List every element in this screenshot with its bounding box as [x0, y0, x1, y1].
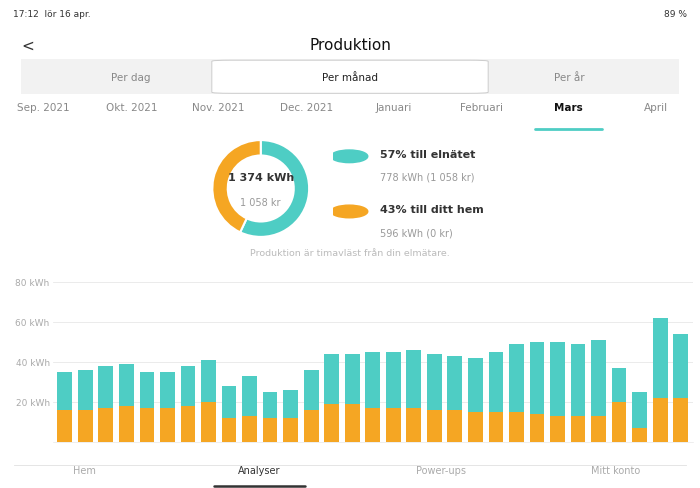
- Bar: [181, 366, 195, 406]
- Wedge shape: [212, 141, 260, 233]
- Bar: [407, 350, 421, 407]
- Bar: [407, 407, 421, 442]
- Text: Februari: Februari: [460, 103, 503, 113]
- Bar: [262, 418, 277, 442]
- Bar: [530, 414, 545, 442]
- Bar: [284, 418, 298, 442]
- Bar: [612, 368, 626, 402]
- Text: Per månad: Per månad: [322, 73, 378, 82]
- Bar: [592, 340, 606, 416]
- Text: Okt. 2021: Okt. 2021: [106, 103, 157, 113]
- Bar: [447, 356, 462, 410]
- Text: Sep. 2021: Sep. 2021: [18, 103, 70, 113]
- FancyBboxPatch shape: [212, 61, 488, 94]
- Bar: [365, 407, 380, 442]
- Circle shape: [331, 206, 368, 218]
- Bar: [262, 392, 277, 418]
- Text: 17:12  lör 16 apr.: 17:12 lör 16 apr.: [13, 10, 90, 19]
- Bar: [242, 416, 257, 442]
- Bar: [489, 412, 503, 442]
- Text: 57% till elnätet: 57% till elnätet: [379, 150, 475, 160]
- Bar: [386, 352, 400, 407]
- Bar: [612, 402, 626, 442]
- Bar: [201, 360, 216, 402]
- Bar: [673, 398, 688, 442]
- Bar: [57, 410, 72, 442]
- Bar: [673, 334, 688, 398]
- Text: Analyser: Analyser: [238, 466, 280, 475]
- Bar: [139, 407, 154, 442]
- Bar: [139, 372, 154, 407]
- Bar: [119, 364, 134, 406]
- Bar: [365, 352, 380, 407]
- Text: Mitt konto: Mitt konto: [592, 466, 640, 475]
- Bar: [570, 416, 585, 442]
- Text: Produktion är timavläst från din elmätare.: Produktion är timavläst från din elmätar…: [250, 248, 450, 257]
- Text: Per år: Per år: [554, 73, 584, 82]
- Bar: [324, 354, 339, 404]
- Text: Dec. 2021: Dec. 2021: [280, 103, 332, 113]
- Bar: [530, 342, 545, 414]
- Bar: [99, 366, 113, 407]
- Bar: [447, 410, 462, 442]
- Bar: [570, 344, 585, 416]
- Text: 778 kWh (1 058 kr): 778 kWh (1 058 kr): [379, 173, 474, 183]
- Bar: [386, 407, 400, 442]
- Wedge shape: [240, 141, 309, 237]
- Bar: [201, 402, 216, 442]
- Text: Produktion: Produktion: [309, 39, 391, 53]
- Text: 1 058 kr: 1 058 kr: [241, 197, 281, 207]
- Bar: [99, 407, 113, 442]
- Bar: [160, 407, 175, 442]
- Bar: [160, 372, 175, 407]
- Bar: [304, 410, 318, 442]
- Bar: [509, 412, 524, 442]
- Text: April: April: [644, 103, 668, 113]
- Bar: [78, 410, 92, 442]
- Bar: [550, 416, 565, 442]
- Bar: [632, 427, 647, 442]
- Bar: [509, 344, 524, 412]
- Bar: [78, 370, 92, 410]
- Text: Nov. 2021: Nov. 2021: [193, 103, 245, 113]
- Bar: [653, 318, 668, 398]
- Bar: [345, 404, 360, 442]
- Bar: [181, 406, 195, 442]
- Bar: [304, 370, 318, 410]
- Text: Per dag: Per dag: [111, 73, 150, 82]
- Bar: [427, 410, 442, 442]
- Bar: [57, 372, 72, 410]
- Bar: [242, 376, 257, 416]
- Text: 89 %: 89 %: [664, 10, 687, 19]
- Text: Januari: Januari: [376, 103, 412, 113]
- Bar: [653, 398, 668, 442]
- Circle shape: [331, 151, 368, 163]
- Bar: [119, 406, 134, 442]
- Bar: [468, 358, 483, 412]
- Bar: [222, 418, 237, 442]
- Bar: [324, 404, 339, 442]
- Bar: [427, 354, 442, 410]
- Bar: [345, 354, 360, 404]
- Bar: [592, 416, 606, 442]
- Bar: [489, 352, 503, 412]
- Text: <: <: [21, 39, 34, 53]
- Bar: [468, 412, 483, 442]
- FancyBboxPatch shape: [0, 59, 700, 97]
- Text: 43% till ditt hem: 43% till ditt hem: [379, 205, 483, 215]
- Text: Hem: Hem: [73, 466, 95, 475]
- Bar: [632, 392, 647, 427]
- Bar: [550, 342, 565, 416]
- Text: 1 374 kWh: 1 374 kWh: [228, 173, 294, 183]
- Bar: [284, 390, 298, 418]
- Bar: [222, 386, 237, 418]
- Text: Mars: Mars: [554, 103, 583, 113]
- Text: 596 kWh (0 kr): 596 kWh (0 kr): [379, 228, 452, 238]
- Text: Power-ups: Power-ups: [416, 466, 466, 475]
